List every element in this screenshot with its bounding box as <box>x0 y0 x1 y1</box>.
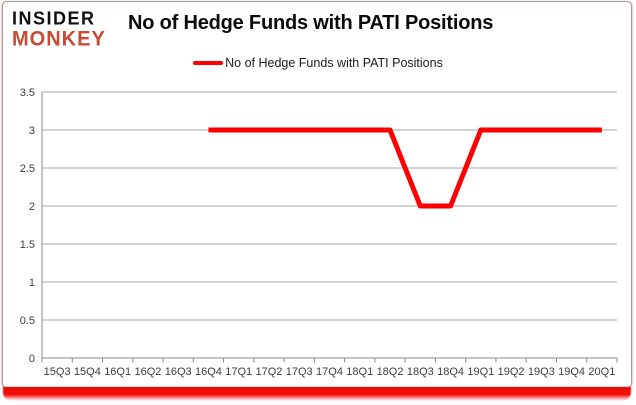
x-tick-label: 17Q4 <box>316 366 343 378</box>
x-tick-label: 20Q1 <box>588 366 615 378</box>
x-tick-label: 17Q1 <box>225 366 252 378</box>
x-tick-label: 18Q2 <box>377 366 404 378</box>
chart-title: No of Hedge Funds with PATI Positions <box>128 12 494 34</box>
x-tick-label: 18Q4 <box>437 366 464 378</box>
data-series-line <box>208 127 602 209</box>
x-tick-label: 19Q2 <box>498 366 525 378</box>
legend-line-swatch <box>193 61 224 65</box>
y-tick-label: 1 <box>29 277 35 289</box>
x-tick-label: 18Q3 <box>407 366 434 378</box>
logo-line-monkey: MONKEY <box>12 27 106 51</box>
x-tick-label: 19Q1 <box>467 366 494 378</box>
legend-label: No of Hedge Funds with PATI Positions <box>225 56 443 70</box>
x-tick-label: 15Q3 <box>44 366 71 378</box>
bottom-red-glow <box>3 387 631 401</box>
y-tick-label: 3 <box>29 125 35 137</box>
x-tick-label: 18Q1 <box>346 366 373 378</box>
y-tick-label: 3.5 <box>20 87 35 99</box>
x-tick-label: 16Q4 <box>195 366 222 378</box>
chart-card <box>2 1 632 388</box>
y-tick-label: 1.5 <box>20 239 35 251</box>
y-tick-label: 0 <box>29 353 35 365</box>
insider-monkey-logo: INSIDER MONKEY <box>12 7 106 51</box>
y-tick-label: 2.5 <box>20 163 35 175</box>
y-tick-label: 0.5 <box>20 315 35 327</box>
y-tick-label: 2 <box>29 201 35 213</box>
legend: No of Hedge Funds with PATI Positions <box>0 56 636 70</box>
x-tick-label: 16Q2 <box>134 366 161 378</box>
x-tick-label: 19Q3 <box>528 366 555 378</box>
x-tick-label: 15Q4 <box>74 366 101 378</box>
logo-line-insider: INSIDER <box>12 7 96 29</box>
x-tick-label: 17Q2 <box>256 366 283 378</box>
x-tick-label: 19Q4 <box>558 366 585 378</box>
x-tick-label: 17Q3 <box>286 366 313 378</box>
x-tick-label: 16Q3 <box>165 366 192 378</box>
x-tick-label: 16Q1 <box>104 366 131 378</box>
